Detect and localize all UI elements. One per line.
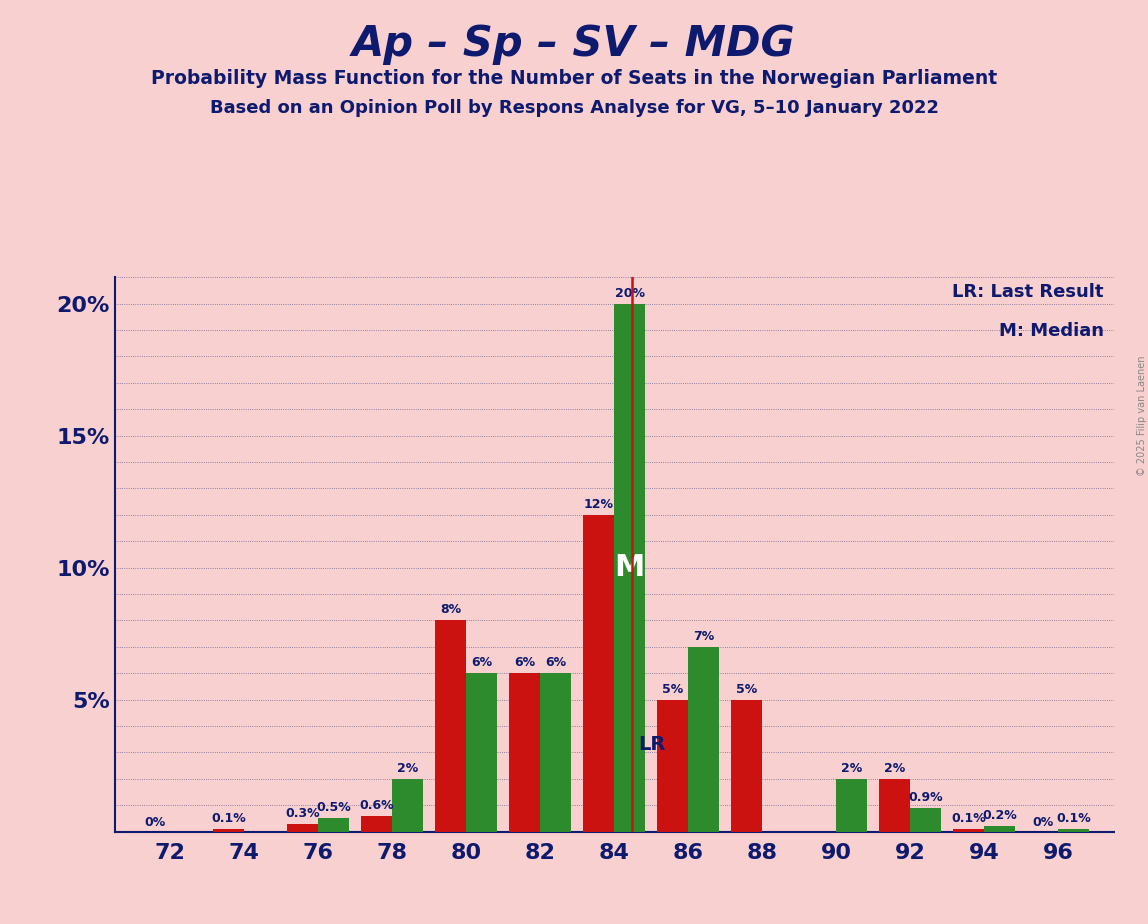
Text: 5%: 5%: [662, 683, 683, 696]
Text: 8%: 8%: [440, 603, 461, 616]
Text: 20%: 20%: [614, 286, 645, 299]
Text: Ap – Sp – SV – MDG: Ap – Sp – SV – MDG: [352, 23, 796, 65]
Text: 6%: 6%: [545, 656, 566, 669]
Bar: [688, 647, 720, 832]
Text: 0%: 0%: [145, 816, 165, 829]
Bar: [879, 779, 910, 832]
Text: 0.1%: 0.1%: [952, 812, 986, 825]
Bar: [731, 699, 762, 832]
Text: 0.1%: 0.1%: [211, 812, 246, 825]
Text: 6%: 6%: [471, 656, 492, 669]
Text: 7%: 7%: [693, 630, 714, 643]
Bar: [657, 699, 688, 832]
Text: 2%: 2%: [841, 762, 862, 775]
Bar: [836, 779, 867, 832]
Bar: [466, 674, 497, 832]
Text: 0.3%: 0.3%: [286, 807, 320, 820]
Bar: [541, 674, 572, 832]
Bar: [509, 674, 541, 832]
Text: © 2025 Filip van Laenen: © 2025 Filip van Laenen: [1138, 356, 1147, 476]
Text: 12%: 12%: [583, 498, 614, 511]
Text: 2%: 2%: [397, 762, 418, 775]
Text: 0.1%: 0.1%: [1056, 812, 1091, 825]
Bar: [953, 829, 984, 832]
Bar: [1058, 829, 1089, 832]
Text: 0.6%: 0.6%: [359, 799, 394, 812]
Bar: [214, 829, 245, 832]
Bar: [910, 808, 941, 832]
Bar: [984, 826, 1015, 832]
Text: 0%: 0%: [1032, 816, 1053, 829]
Bar: [614, 304, 645, 832]
Text: M: Median: M: Median: [999, 322, 1103, 339]
Text: LR: LR: [638, 735, 665, 754]
Bar: [393, 779, 424, 832]
Text: M: M: [614, 553, 645, 582]
Bar: [362, 816, 393, 832]
Text: 2%: 2%: [884, 762, 905, 775]
Text: 0.9%: 0.9%: [908, 791, 943, 804]
Text: 5%: 5%: [736, 683, 758, 696]
Text: Based on an Opinion Poll by Respons Analyse for VG, 5–10 January 2022: Based on an Opinion Poll by Respons Anal…: [209, 99, 939, 116]
Text: 0.2%: 0.2%: [983, 809, 1017, 822]
Bar: [318, 819, 349, 832]
Text: LR: Last Result: LR: Last Result: [952, 283, 1103, 300]
Bar: [287, 823, 318, 832]
Text: 0.5%: 0.5%: [317, 801, 351, 814]
Bar: [435, 620, 466, 832]
Text: Probability Mass Function for the Number of Seats in the Norwegian Parliament: Probability Mass Function for the Number…: [150, 69, 998, 89]
Bar: [583, 515, 614, 832]
Text: 6%: 6%: [514, 656, 535, 669]
